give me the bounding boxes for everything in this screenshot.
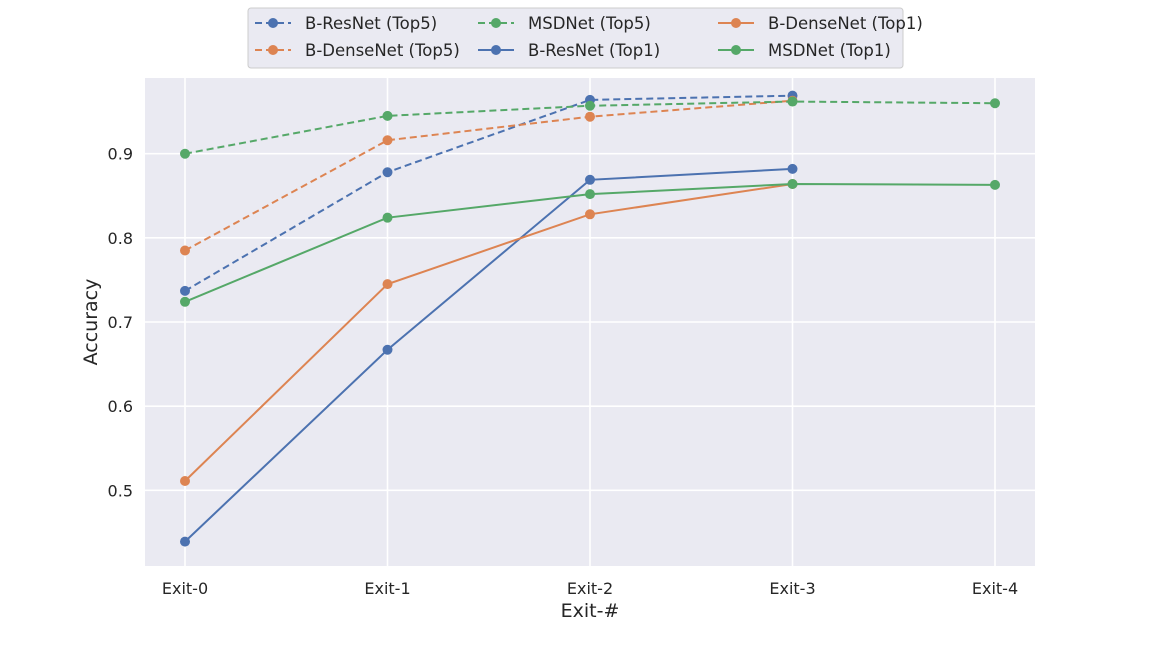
legend-label: B-DenseNet (Top5) (305, 41, 460, 60)
legend-marker-b-resnet-top5 (268, 18, 278, 28)
data-point-msdnet-top1 (787, 179, 798, 190)
x-tick-label: Exit-3 (769, 579, 815, 598)
legend-marker-msdnet-top1 (731, 45, 741, 55)
data-point-msdnet-top1 (180, 296, 190, 307)
y-tick-label: 0.6 (108, 397, 133, 416)
data-point-b-resnet-top5 (180, 285, 190, 296)
legend-label: B-ResNet (Top1) (528, 41, 660, 60)
data-point-b-resnet-top1 (787, 163, 798, 174)
series-line-b-resnet-top5 (184, 94, 793, 292)
data-point-b-densenet-top5 (382, 135, 393, 146)
data-point-b-densenet-top1 (585, 209, 595, 220)
series-layer (180, 90, 1000, 547)
x-tick-label: Exit-2 (567, 579, 613, 598)
data-point-b-densenet-top5 (180, 245, 190, 256)
data-point-b-densenet-top5 (585, 111, 595, 122)
legend-label: MSDNet (Top5) (528, 14, 651, 33)
gridlines (145, 78, 1035, 566)
data-point-msdnet-top5 (787, 96, 798, 107)
x-tick-label: Exit-0 (162, 579, 208, 598)
legend-marker-b-resnet-top1 (491, 45, 501, 55)
y-tick-label: 0.9 (108, 145, 133, 164)
data-point-msdnet-top5 (990, 98, 1000, 109)
y-axis-label: Accuracy (80, 279, 102, 366)
data-point-msdnet-top1 (990, 179, 1000, 190)
legend-marker-msdnet-top5 (491, 18, 501, 28)
x-tick-label: Exit-4 (972, 579, 1018, 598)
legend-label: B-ResNet (Top5) (305, 14, 437, 33)
y-tick-label: 0.8 (108, 229, 133, 248)
data-point-msdnet-top5 (382, 110, 393, 121)
legend-marker-b-densenet-top1 (731, 18, 741, 28)
data-point-b-resnet-top1 (180, 536, 190, 547)
legend-marker-b-densenet-top5 (268, 45, 278, 55)
data-point-msdnet-top1 (585, 189, 595, 200)
legend: B-ResNet (Top5) B-DenseNet (Top5) MSDNet (… (247, 7, 923, 69)
series-line-b-resnet-top1 (184, 167, 793, 543)
data-point-b-resnet-top5 (382, 167, 393, 178)
x-tick-labels: Exit-0 Exit-1 Exit-2 Exit-3 Exit-4 (162, 579, 1018, 598)
data-point-b-densenet-top1 (382, 279, 393, 290)
y-tick-label: 0.7 (108, 313, 133, 332)
legend-label: MSDNet (Top1) (768, 41, 891, 60)
data-point-b-resnet-top1 (382, 344, 393, 355)
data-point-b-resnet-top1 (585, 174, 595, 185)
series-line-b-densenet-top1 (184, 183, 793, 482)
x-tick-label: Exit-1 (364, 579, 410, 598)
y-tick-labels: 0.5 0.6 0.7 0.8 0.9 (108, 145, 133, 501)
data-point-msdnet-top5 (180, 148, 190, 159)
x-axis-label: Exit-# (561, 600, 620, 622)
legend-label: B-DenseNet (Top1) (768, 14, 923, 33)
data-point-msdnet-top5 (585, 100, 595, 111)
y-tick-label: 0.5 (108, 481, 133, 500)
data-point-msdnet-top1 (382, 212, 393, 223)
series-line-b-densenet-top5 (184, 99, 793, 252)
data-point-b-densenet-top1 (180, 476, 190, 487)
